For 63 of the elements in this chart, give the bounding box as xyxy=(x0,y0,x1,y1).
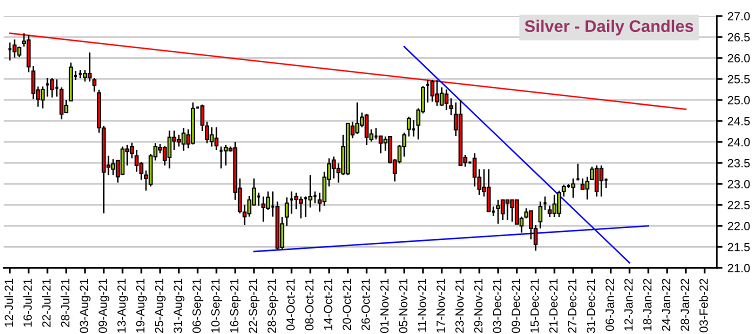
x-tick-label: 16-Sep-21 xyxy=(230,278,241,333)
x-tick-label: 31-Aug-21 xyxy=(174,278,184,333)
candlestick xyxy=(92,77,96,92)
y-tick-label: 22.0 xyxy=(728,222,750,230)
candlestick xyxy=(406,116,411,138)
y-tick-label: 24.5 xyxy=(728,117,750,126)
x-tick-label: 09-Dec-21 xyxy=(512,278,520,333)
x-tick-label: 28-Jan-22 xyxy=(680,278,690,331)
y-tick-label: 25.0 xyxy=(728,96,750,104)
x-tick-label: 01-Nov-21 xyxy=(380,278,389,333)
x-tick-label: 09-Aug-21 xyxy=(98,278,110,333)
x-tick-label: 25-Aug-21 xyxy=(154,278,166,333)
y-tick-label: 22.5 xyxy=(728,200,750,210)
x-tick-label: 20-Oct-21 xyxy=(342,278,352,330)
x-tick-label: 08-Oct-21 xyxy=(305,278,314,330)
y-tick-label: 23.5 xyxy=(728,158,750,168)
chart-title: Silver - Daily Candles xyxy=(524,20,694,36)
y-tick-label: 21.5 xyxy=(728,242,750,252)
x-tick-label: 21-Dec-21 xyxy=(549,278,558,333)
x-tick-label: 06-Sep-21 xyxy=(192,278,204,333)
x-tick-label: 16-Jul-21 xyxy=(23,278,32,327)
y-tick-label: 24.0 xyxy=(728,138,750,146)
x-tick-label: 11-Nov-21 xyxy=(418,278,426,332)
candlestick xyxy=(449,98,454,116)
y-tick-label: 23.0 xyxy=(728,180,750,188)
x-tick-label: 27-Dec-21 xyxy=(568,278,576,333)
candlestick xyxy=(200,104,204,132)
y-tick-label: 26.5 xyxy=(728,33,750,42)
candlestick xyxy=(205,121,210,144)
x-tick-label: 22-Jul-21 xyxy=(42,278,51,327)
x-tick-label: 14-Oct-21 xyxy=(324,278,332,330)
x-tick-label: 04-Oct-21 xyxy=(286,278,295,330)
x-tick-label: 18-Jan-22 xyxy=(643,278,652,331)
x-tick-label: 13-Aug-21 xyxy=(117,278,128,333)
candlestick xyxy=(308,174,312,208)
x-tick-label: 03-Aug-21 xyxy=(80,278,90,333)
x-tick-label: 03-Feb-22 xyxy=(699,278,708,332)
y-tick-label: 25.5 xyxy=(728,75,750,84)
x-tick-label: 28-Jul-21 xyxy=(60,278,70,327)
x-tick-label: 19-Aug-21 xyxy=(136,278,147,333)
x-tick-label: 06-Jan-22 xyxy=(606,278,614,331)
y-tick-label: 21.0 xyxy=(728,264,750,272)
x-tick-label: 10-Sep-21 xyxy=(211,278,222,333)
x-tick-label: 31-Dec-21 xyxy=(586,278,596,333)
x-tick-label: 22-Sep-21 xyxy=(248,278,260,333)
x-tick-label: 12-Jul-21 xyxy=(4,278,14,327)
y-tick-label: 27.0 xyxy=(728,12,750,20)
x-tick-label: 05-Nov-21 xyxy=(399,278,408,333)
x-tick-label: 28-Sep-21 xyxy=(268,278,278,333)
candlestick xyxy=(571,178,576,198)
y-tick-label: 26.0 xyxy=(728,54,750,62)
x-tick-label: 26-Oct-21 xyxy=(361,278,370,330)
x-tick-label: 12-Jan-22 xyxy=(624,278,633,331)
candlestick xyxy=(284,196,289,227)
candlestick xyxy=(562,184,566,198)
candlestick xyxy=(50,77,54,98)
x-tick-label: 23-Nov-21 xyxy=(455,278,464,333)
x-tick-label: 17-Nov-21 xyxy=(436,278,445,332)
x-tick-label: 24-Jan-22 xyxy=(662,278,670,331)
x-tick-label: 15-Dec-21 xyxy=(530,278,539,332)
x-tick-label: 03-Dec-21 xyxy=(492,278,502,333)
x-tick-label: 29-Nov-21 xyxy=(474,278,482,333)
candlestick xyxy=(538,200,542,230)
